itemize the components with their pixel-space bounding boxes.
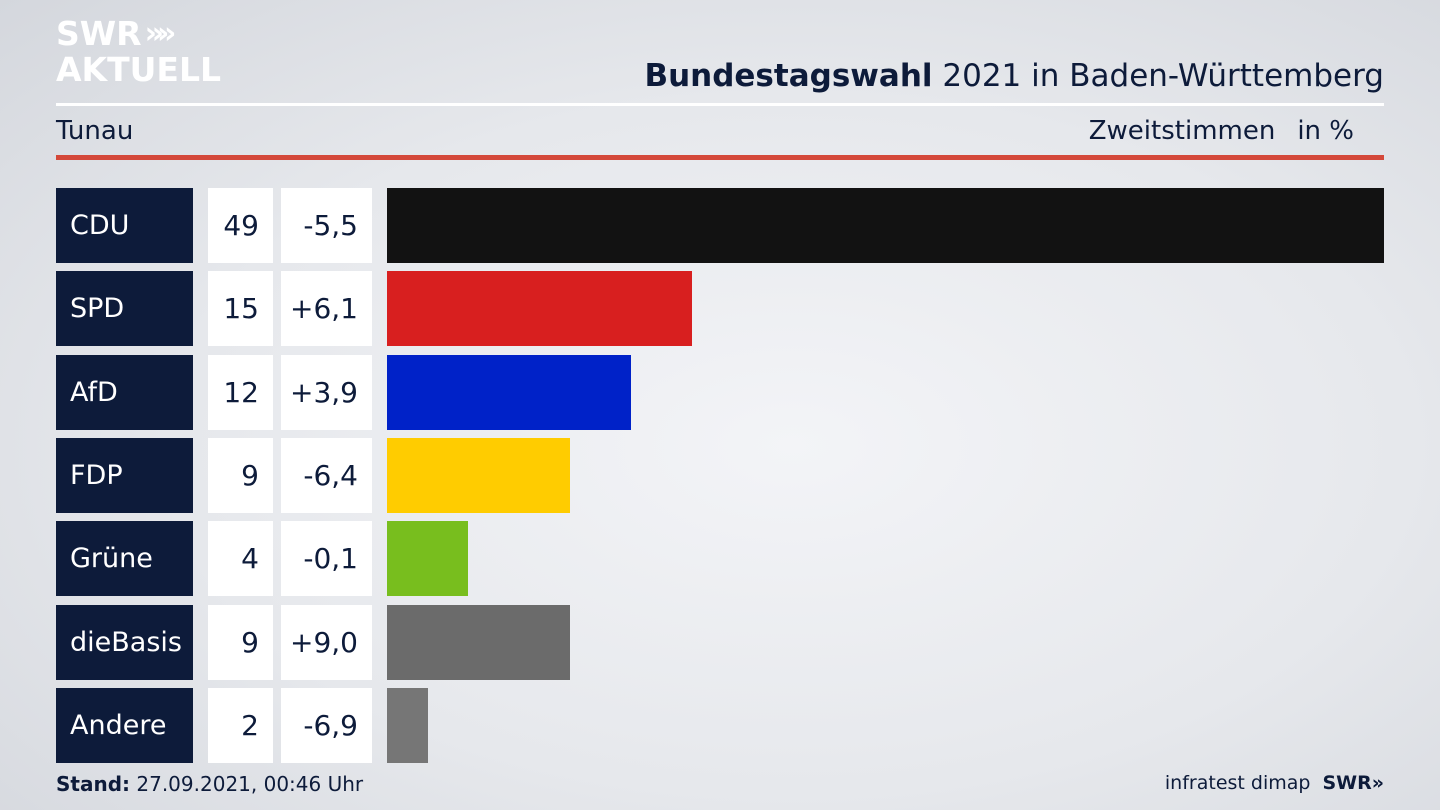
result-bar <box>387 521 469 597</box>
change-value: +3,9 <box>281 354 372 430</box>
result-bar <box>387 604 571 680</box>
logo-chevron-icon-2: » <box>156 16 177 51</box>
unit-text: in % <box>1297 116 1354 146</box>
source-credit: infratest dimap SWR» <box>1165 772 1384 794</box>
result-bar <box>387 437 571 513</box>
swr-brand-logo: SWR» <box>1322 772 1384 794</box>
party-label: CDU <box>56 188 193 263</box>
result-row: dieBasis 9 +9,0 <box>56 604 1384 680</box>
result-bar <box>387 188 1384 263</box>
vote-share-value: 12 <box>208 354 273 430</box>
result-row: Grüne 4 -0,1 <box>56 521 1384 597</box>
logo-aktuell: AKTUELL <box>56 50 222 89</box>
party-label: AfD <box>56 354 193 430</box>
vote-share-value: 49 <box>208 188 273 263</box>
stand-value: 27.09.2021, 00:46 Uhr <box>136 772 364 796</box>
result-row: AfD 12 +3,9 <box>56 354 1384 430</box>
vote-share-value: 2 <box>208 687 273 763</box>
party-label: SPD <box>56 271 193 347</box>
party-label: FDP <box>56 437 193 513</box>
vote-share-value: 4 <box>208 521 273 597</box>
page-title: Bundestagswahl 2021 in Baden-Württemberg <box>644 58 1384 94</box>
vote-share-value: 9 <box>208 604 273 680</box>
logo-swr: SWR <box>56 14 142 53</box>
change-value: -0,1 <box>281 521 372 597</box>
timestamp: Stand: 27.09.2021, 00:46 Uhr <box>56 772 363 796</box>
location-label: Tunau <box>56 116 134 146</box>
party-label: Andere <box>56 687 193 763</box>
vote-share-value: 9 <box>208 437 273 513</box>
result-bar <box>387 687 428 763</box>
result-bar <box>387 354 632 430</box>
swr-aktuell-logo: SWR»» AKTUELL <box>56 16 221 88</box>
result-row: CDU 49 -5,5 <box>56 188 1384 263</box>
change-value: -6,4 <box>281 437 372 513</box>
header-divider <box>56 103 1384 106</box>
accent-divider <box>56 155 1384 160</box>
title-bold: Bundestagswahl <box>644 58 933 94</box>
measure-text: Zweitstimmen <box>1088 116 1276 146</box>
change-value: +9,0 <box>281 604 372 680</box>
change-value: -5,5 <box>281 188 372 263</box>
logo-chevron-icon: » <box>144 16 165 51</box>
party-label: dieBasis <box>56 604 193 680</box>
vote-share-value: 15 <box>208 271 273 347</box>
result-row: FDP 9 -6,4 <box>56 437 1384 513</box>
result-row: SPD 15 +6,1 <box>56 271 1384 347</box>
title-rest: 2021 in Baden-Württemberg <box>942 58 1384 94</box>
measure-label: Zweitstimmen in % <box>1089 116 1354 146</box>
change-value: -6,9 <box>281 687 372 763</box>
result-bar <box>387 271 693 347</box>
source-text: infratest dimap <box>1164 772 1311 794</box>
change-value: +6,1 <box>281 271 372 347</box>
stand-label: Stand: <box>56 772 131 796</box>
result-row: Andere 2 -6,9 <box>56 687 1384 763</box>
party-label: Grüne <box>56 521 193 597</box>
